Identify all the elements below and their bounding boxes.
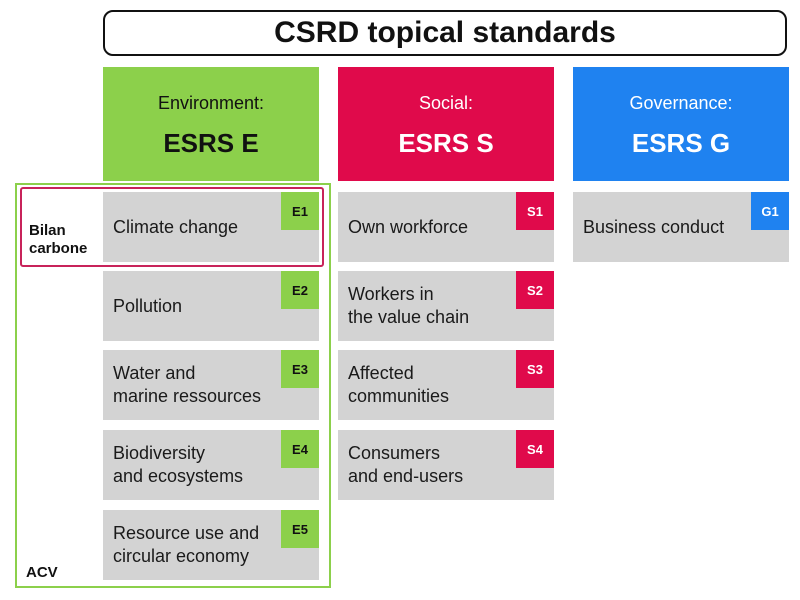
- standard-label: Workers in the value chain: [348, 284, 470, 327]
- standard-card-s3: Affected communities S3: [338, 350, 554, 420]
- standard-label: Biodiversity and ecosystems: [113, 443, 244, 486]
- diagram-title: CSRD topical standards: [103, 10, 787, 56]
- standard-label: Resource use and circular economy: [113, 523, 260, 566]
- standard-badge: S4: [516, 430, 554, 468]
- header-governance: Governance: ESRS G: [573, 67, 789, 181]
- standard-card-e2: Pollution E2: [103, 271, 319, 341]
- standard-label: Pollution: [113, 295, 183, 316]
- header-social-code: ESRS S: [398, 128, 494, 158]
- standard-label: Own workforce: [348, 216, 469, 237]
- standard-label: Business conduct: [583, 216, 725, 237]
- header-social: Social: ESRS S: [338, 67, 554, 181]
- standard-label: Affected communities: [348, 363, 450, 406]
- header-environment-pillar: Environment:: [157, 93, 265, 113]
- standard-badge: E1: [281, 192, 319, 230]
- standard-label: Water and marine ressources: [113, 363, 262, 406]
- bilan-carbone-label: Bilan carbone: [29, 222, 88, 257]
- standard-card-e1: Climate change E1: [103, 192, 319, 262]
- standard-card-g1: Business conduct G1: [573, 192, 789, 262]
- acv-label: ACV: [26, 564, 58, 581]
- standard-badge: S1: [516, 192, 554, 230]
- header-environment-code: ESRS E: [163, 128, 259, 158]
- standard-badge: G1: [751, 192, 789, 230]
- standard-card-e4: Biodiversity and ecosystems E4: [103, 430, 319, 500]
- standard-badge: E3: [281, 350, 319, 388]
- standard-badge: E2: [281, 271, 319, 309]
- header-governance-code: ESRS G: [631, 128, 731, 158]
- bilan-carbone-scope-frame: [20, 187, 324, 267]
- standard-card-e3: Water and marine ressources E3: [103, 350, 319, 420]
- standard-card-s2: Workers in the value chain S2: [338, 271, 554, 341]
- standard-label: Consumers and end-users: [348, 443, 464, 486]
- standard-badge: S3: [516, 350, 554, 388]
- header-governance-pillar: Governance:: [629, 93, 733, 113]
- header-social-pillar: Social:: [418, 93, 474, 113]
- header-environment: Environment: ESRS E: [103, 67, 319, 181]
- standard-card-e5: Resource use and circular economy E5: [103, 510, 319, 580]
- standard-card-s1: Own workforce S1: [338, 192, 554, 262]
- acv-scope-frame: [15, 183, 331, 588]
- standard-card-s4: Consumers and end-users S4: [338, 430, 554, 500]
- standard-badge: E5: [281, 510, 319, 548]
- standard-badge: E4: [281, 430, 319, 468]
- standard-badge: S2: [516, 271, 554, 309]
- standard-label: Climate change: [113, 216, 239, 237]
